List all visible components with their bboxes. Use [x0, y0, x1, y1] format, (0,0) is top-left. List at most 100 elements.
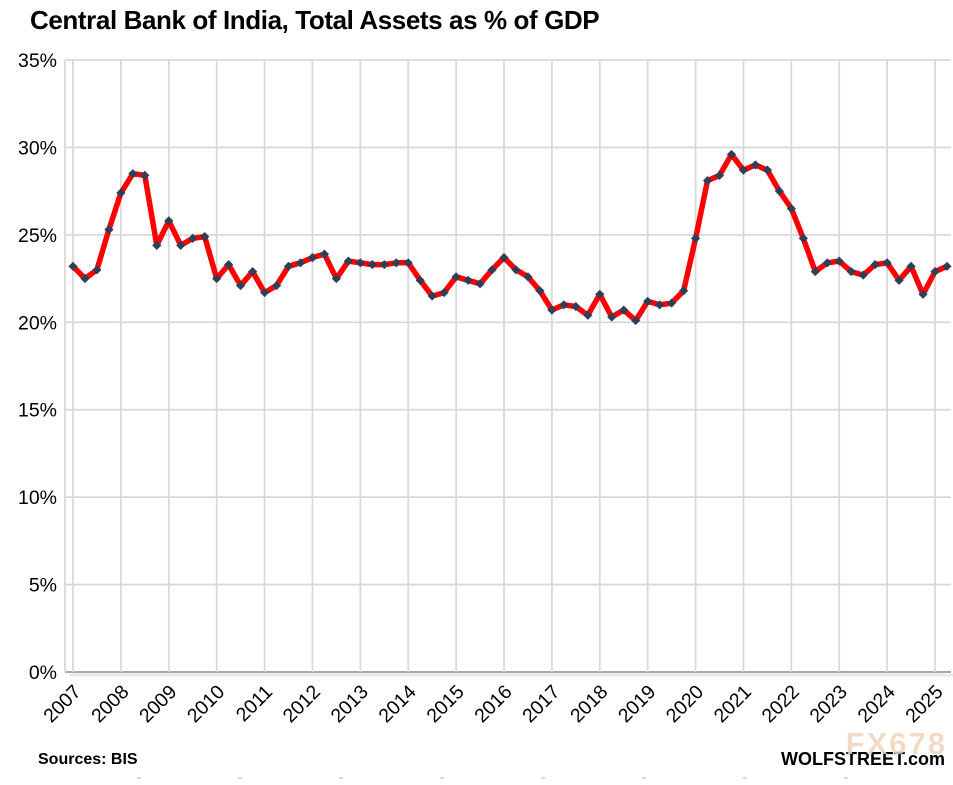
data-point-marker — [858, 270, 868, 280]
y-axis-tick-label: 35% — [18, 50, 57, 72]
data-point-marker — [846, 266, 856, 277]
x-axis-year-label: 2024 — [853, 681, 899, 727]
x-axis-year-label: 2015 — [422, 681, 468, 727]
axis-shadow — [69, 673, 953, 677]
data-point-marker — [870, 259, 880, 270]
data-point-marker — [463, 275, 473, 285]
x-axis-year-label: 2011 — [232, 681, 277, 726]
data-point-marker — [80, 273, 90, 284]
data-point-marker — [702, 176, 713, 186]
data-point-marker — [271, 280, 282, 291]
data-point-marker — [786, 204, 796, 214]
data-point-marker — [607, 312, 617, 322]
x-axis-year-label: 2020 — [662, 681, 708, 727]
data-point-marker — [176, 240, 186, 250]
data-point-marker — [583, 310, 593, 320]
x-axis-year-label: 2008 — [87, 681, 133, 727]
data-point-marker — [427, 291, 437, 301]
y-axis-tick-label: 5% — [29, 575, 57, 597]
data-point-marker — [714, 170, 725, 181]
data-point-marker — [882, 258, 892, 268]
data-point-marker — [283, 261, 294, 271]
fx678-watermark: FX678 — [845, 726, 947, 761]
data-point-marker — [331, 273, 341, 284]
data-point-marker — [236, 280, 246, 291]
wolfstreet-brand-label: WOLFSTREET.com — [780, 749, 945, 769]
sources-label: Sources: BIS — [38, 751, 138, 768]
data-point-marker — [810, 266, 820, 277]
x-axis-year-label: 2022 — [758, 681, 804, 727]
data-point-marker — [188, 233, 198, 243]
data-point-marker — [379, 259, 389, 270]
data-point-marker — [92, 265, 102, 275]
y-axis-tick-label: 25% — [18, 225, 57, 247]
data-point-marker — [523, 272, 533, 282]
x-axis-year-label: 2009 — [135, 681, 181, 727]
data-point-marker — [655, 300, 665, 310]
data-point-marker — [762, 165, 773, 175]
data-point-marker — [128, 169, 138, 179]
y-axis-tick-label: 20% — [18, 312, 57, 334]
data-point-marker — [116, 188, 126, 198]
y-axis-tick-label: 0% — [29, 662, 57, 684]
data-point-marker — [798, 233, 808, 243]
data-point-marker — [415, 275, 425, 285]
data-point-marker — [295, 258, 306, 268]
data-point-marker — [750, 160, 761, 170]
data-point-marker — [511, 265, 521, 275]
data-point-marker — [224, 259, 234, 270]
x-axis-year-label: 2025 — [901, 681, 947, 727]
data-point-marker — [200, 232, 210, 242]
data-point-marker — [475, 279, 485, 289]
x-axis-year-label: 2016 — [470, 681, 516, 727]
data-point-marker — [439, 287, 449, 298]
data-point-marker — [547, 305, 557, 315]
data-point-marker — [667, 298, 677, 308]
data-point-marker — [678, 286, 689, 296]
data-point-marker — [643, 296, 653, 306]
data-point-marker — [726, 149, 737, 160]
data-point-marker — [822, 258, 832, 268]
x-axis-year-label: 2010 — [183, 681, 229, 727]
y-axis-tick-label: 30% — [18, 137, 57, 159]
data-point-marker — [451, 272, 461, 282]
x-axis-year-label: 2021 — [710, 681, 756, 727]
x-axis-year-label: 2013 — [327, 681, 373, 727]
x-axis-year-label: 2012 — [279, 681, 325, 727]
data-point-marker — [774, 186, 784, 196]
data-point-marker — [918, 289, 928, 299]
data-point-marker — [319, 249, 330, 259]
data-point-marker — [259, 287, 270, 298]
data-point-marker — [942, 261, 952, 271]
data-point-marker — [535, 286, 545, 296]
x-axis-year-label: 2023 — [806, 681, 852, 727]
data-point-marker — [355, 258, 365, 268]
data-point-marker — [487, 265, 497, 275]
data-point-marker — [690, 233, 701, 243]
data-point-marker — [307, 252, 318, 263]
data-point-marker — [894, 275, 904, 285]
x-axis-year-label: 2007 — [39, 681, 85, 727]
data-point-marker — [559, 300, 569, 310]
y-axis-tick-label: 15% — [18, 400, 57, 422]
data-point-marker — [164, 216, 174, 226]
data-point-marker — [930, 266, 940, 277]
x-axis-year-label: 2017 — [518, 681, 564, 727]
data-point-marker — [140, 170, 150, 181]
data-point-marker — [343, 256, 353, 266]
data-point-marker — [619, 305, 629, 315]
x-axis-year-label: 2018 — [566, 681, 612, 727]
data-point-marker — [571, 301, 581, 312]
data-point-marker — [152, 240, 162, 250]
data-point-marker — [104, 225, 114, 235]
bottom-tick-marks — [40, 777, 920, 779]
data-point-marker — [595, 289, 605, 299]
y-axis-tick-label: 10% — [18, 487, 57, 509]
data-point-marker — [367, 259, 377, 270]
data-point-marker — [212, 273, 222, 284]
data-point-marker — [247, 266, 258, 277]
data-point-marker — [68, 261, 78, 271]
data-point-marker — [391, 258, 401, 268]
